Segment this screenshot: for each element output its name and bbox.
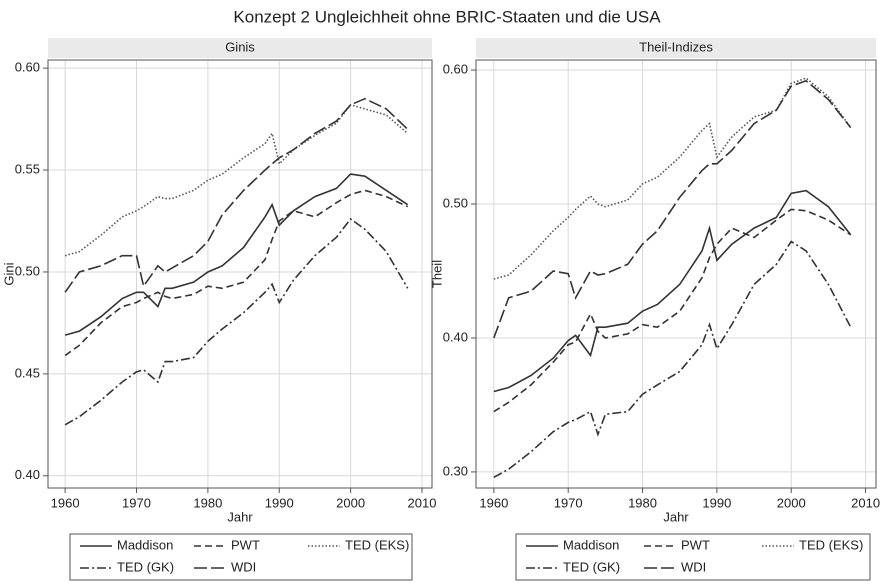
x-tick-label: 1990 <box>265 495 294 510</box>
y-axis-label: Theil <box>429 260 444 288</box>
plot-area <box>475 59 877 489</box>
series-line <box>64 173 409 336</box>
legend-label: Maddison <box>563 537 619 552</box>
x-tick-label: 1960 <box>51 495 80 510</box>
y-tick-label: 0.60 <box>15 60 40 75</box>
y-tick-label: 0.60 <box>443 61 468 76</box>
legend-label: TED (GK) <box>563 559 620 574</box>
y-tick-label: 0.50 <box>15 263 40 278</box>
legend-label: TED (EKS) <box>799 537 863 552</box>
legend-label: WDI <box>231 559 256 574</box>
legend-label: PWT <box>681 537 710 552</box>
series-line <box>64 189 409 357</box>
y-tick-label: 0.40 <box>443 329 468 344</box>
legend <box>69 533 413 581</box>
y-tick-label: 0.45 <box>15 365 40 380</box>
series-line <box>493 240 852 479</box>
x-tick-label: 2000 <box>777 495 806 510</box>
y-axis-label: Gini <box>1 262 16 285</box>
legend-label: TED (EKS) <box>345 537 409 552</box>
panel-header <box>476 38 876 58</box>
y-tick-label: 0.40 <box>15 467 40 482</box>
series-line <box>493 208 852 413</box>
x-tick-label: 1980 <box>193 495 222 510</box>
x-axis-label: Jahr <box>227 509 253 524</box>
plot-area <box>47 59 433 489</box>
legend-label: PWT <box>231 537 260 552</box>
x-axis-label: Jahr <box>663 509 689 524</box>
x-tick-label: 2010 <box>851 495 880 510</box>
series-line <box>64 97 409 293</box>
y-tick-label: 0.55 <box>15 161 40 176</box>
series-line <box>493 79 852 339</box>
y-tick-label: 0.50 <box>443 195 468 210</box>
x-tick-label: 2010 <box>408 495 437 510</box>
x-tick-label: 1970 <box>554 495 583 510</box>
legend-label: TED (GK) <box>117 559 174 574</box>
x-tick-label: 1970 <box>122 495 151 510</box>
panel-title: Theil-Indizes <box>639 39 713 54</box>
x-tick-label: 1960 <box>479 495 508 510</box>
plot-frame <box>475 59 877 489</box>
panel-title: Ginis <box>225 39 255 54</box>
x-tick-label: 1980 <box>628 495 657 510</box>
series-line <box>493 189 852 393</box>
x-tick-label: 1990 <box>702 495 731 510</box>
x-tick-label: 2000 <box>336 495 365 510</box>
plot-frame <box>47 59 433 489</box>
legend-label: WDI <box>681 559 706 574</box>
figure-title: Konzept 2 Ungleichheit ohne BRIC-Staaten… <box>233 7 661 26</box>
y-tick-label: 0.30 <box>443 463 468 478</box>
legend-label: Maddison <box>117 537 173 552</box>
legend <box>515 533 871 581</box>
series-line <box>64 217 409 426</box>
panel-header <box>48 38 432 58</box>
